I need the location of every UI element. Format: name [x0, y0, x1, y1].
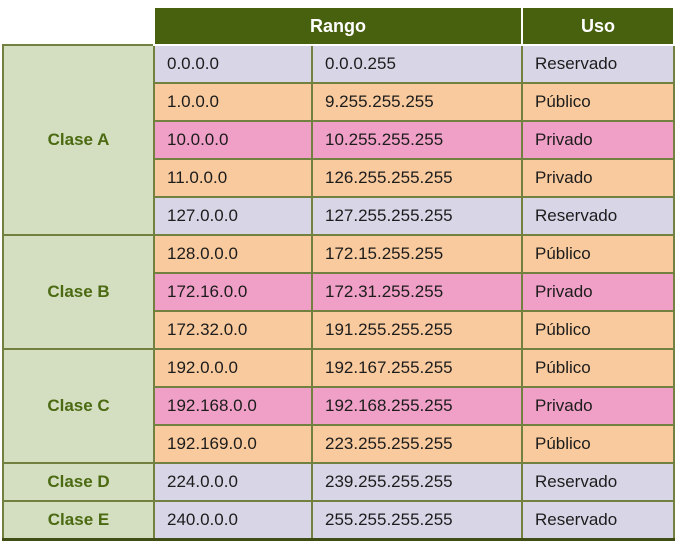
table-row: Clase B 128.0.0.0 172.15.255.255 Público: [2, 234, 675, 350]
uso-cell: Público: [521, 310, 675, 350]
class-label-cell: Clase C: [2, 348, 155, 464]
range-end-cell: 239.255.255.255: [311, 462, 523, 502]
range-end-cell: 172.31.255.255: [311, 272, 523, 312]
range-start-cell: 128.0.0.0: [153, 234, 313, 274]
uso-cell: Reservado: [521, 500, 675, 541]
table-row: Clase E 240.0.0.0 255.255.255.255 Reservado: [2, 500, 675, 541]
range-start-cell: 240.0.0.0: [153, 500, 313, 541]
range-start-cell: 172.16.0.0: [153, 272, 313, 312]
uso-cell: Público: [521, 82, 675, 122]
range-end-cell: 127.255.255.255: [311, 196, 523, 236]
range-end-cell: 0.0.0.255: [311, 44, 523, 84]
range-end-cell: 191.255.255.255: [311, 310, 523, 350]
range-end-cell: 192.168.255.255: [311, 386, 523, 426]
range-start-cell: 192.168.0.0: [153, 386, 313, 426]
range-end-cell: 255.255.255.255: [311, 500, 523, 541]
range-end-cell: 192.167.255.255: [311, 348, 523, 388]
range-start-cell: 0.0.0.0: [153, 44, 313, 84]
rango-column-header: Rango: [153, 6, 523, 46]
range-start-cell: 224.0.0.0: [153, 462, 313, 502]
table-row: 172.16.0.0 172.31.255.255 Privado: [3, 272, 675, 312]
uso-cell: Reservado: [521, 196, 675, 236]
uso-cell: Privado: [521, 386, 675, 426]
range-start-cell: 172.32.0.0: [153, 310, 313, 350]
range-end-cell: 172.15.255.255: [311, 234, 523, 274]
range-start-cell: 192.0.0.0: [153, 348, 313, 388]
range-start-cell: 192.169.0.0: [153, 424, 313, 464]
ip-classes-table-wrapper: Rango Uso Clase A 0.0.0.0 0.0.0.255 Reserva…: [2, 6, 675, 541]
range-start-cell: 1.0.0.0: [153, 82, 313, 122]
range-end-cell: 223.255.255.255: [311, 424, 523, 464]
class-label-cell: Clase E: [2, 500, 155, 541]
class-label-cell: Clase A: [2, 44, 155, 236]
range-end-cell: 9.255.255.255: [311, 82, 523, 122]
range-start-cell: 127.0.0.0: [153, 196, 313, 236]
class-label-cell: Clase D: [2, 462, 155, 502]
uso-cell: Reservado: [521, 462, 675, 502]
uso-column-header: Uso: [521, 6, 675, 46]
uso-cell: Público: [521, 234, 675, 274]
range-start-cell: 11.0.0.0: [153, 158, 313, 198]
range-start-cell: 10.0.0.0: [153, 120, 313, 160]
table-row: 10.0.0.0 10.255.255.255 Privado: [3, 120, 675, 160]
range-end-cell: 126.255.255.255: [311, 158, 523, 198]
uso-cell: Público: [521, 348, 675, 388]
range-end-cell: 10.255.255.255: [311, 120, 523, 160]
header-row: Rango Uso: [3, 6, 675, 46]
table-row: 192.168.0.0 192.168.255.255 Privado: [3, 386, 675, 426]
table-row: 1.0.0.0 9.255.255.255 Público: [3, 82, 675, 122]
table-row: 127.0.0.0 127.255.255.255 Reservado: [3, 196, 675, 236]
table-row: Clase A 0.0.0.0 0.0.0.255 Reservado: [2, 44, 675, 236]
uso-cell: Privado: [521, 272, 675, 312]
table-row: Clase C 192.0.0.0 192.167.255.255 Público: [2, 348, 675, 464]
uso-cell: Público: [521, 424, 675, 464]
uso-cell: Privado: [521, 120, 675, 160]
uso-cell: Reservado: [521, 44, 675, 84]
uso-cell: Privado: [521, 158, 675, 198]
ip-address-classes-table: Rango Uso Clase A 0.0.0.0 0.0.0.255 Reserva…: [2, 6, 675, 541]
class-label-cell: Clase B: [2, 234, 155, 350]
table-row: Clase D 224.0.0.0 239.255.255.255 Reservado: [2, 462, 675, 502]
table-row: 192.169.0.0 223.255.255.255 Público: [3, 424, 675, 464]
table-row: 172.32.0.0 191.255.255.255 Público: [3, 310, 675, 350]
table-row: 11.0.0.0 126.255.255.255 Privado: [3, 158, 675, 198]
top-left-empty-cell: [3, 7, 154, 45]
